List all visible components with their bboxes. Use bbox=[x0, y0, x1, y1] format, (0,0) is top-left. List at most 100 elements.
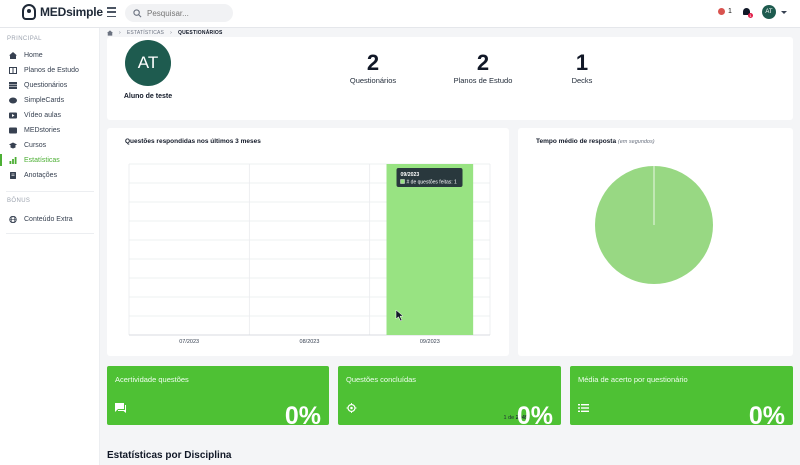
metric-value: 0% bbox=[516, 402, 553, 426]
x-tick-label: 09/2023 bbox=[420, 339, 440, 345]
tooltip-box bbox=[396, 168, 463, 187]
tooltip-text: # de questões feitas: 1 bbox=[407, 180, 458, 186]
logo[interactable]: MEDsimple bbox=[22, 4, 103, 20]
breadcrumb-current: QUESTIONÁRIOS bbox=[177, 30, 223, 36]
pie-chart-card: Tempo médio de resposta (em segundos) bbox=[518, 128, 793, 356]
stat-planos: 2 Planos de Estudo bbox=[443, 50, 523, 86]
sidebar-divider bbox=[6, 233, 94, 234]
metric-title: Acertividade questões bbox=[115, 375, 189, 384]
stat-decks: 1 Decks bbox=[557, 50, 607, 86]
metric-sub-prefix: 1 de bbox=[503, 415, 516, 421]
sidebar-item-label: Conteúdo Extra bbox=[24, 215, 73, 223]
stories-icon bbox=[9, 127, 17, 133]
sidebar-item-home[interactable]: Home bbox=[0, 48, 100, 62]
bar-chart-title: Questões respondidas nos últimos 3 meses bbox=[125, 138, 261, 145]
home-icon bbox=[9, 51, 17, 59]
sidebar-item-simplecards[interactable]: SimpleCards bbox=[0, 93, 100, 107]
pie-chart-title: Tempo médio de resposta (em segundos) bbox=[536, 138, 655, 145]
sidebar-item-label: Estatísticas bbox=[24, 156, 60, 164]
sidebar-item-medstories[interactable]: MEDstories bbox=[0, 123, 100, 137]
sidebar-item-label: SimpleCards bbox=[24, 96, 65, 104]
stat-label: Questionários bbox=[349, 76, 397, 85]
metric-value: 0% bbox=[284, 402, 321, 426]
checklist-icon bbox=[578, 404, 589, 412]
stat-questionarios: 2 Questionários bbox=[338, 50, 408, 86]
sidebar-item-label: Anotações bbox=[24, 171, 58, 179]
notifications-button[interactable]: 1 bbox=[742, 7, 753, 18]
sidebar-item-label: MEDstories bbox=[24, 126, 61, 134]
stat-value: 2 bbox=[366, 50, 380, 75]
metric-card-media-acerto: Média de acerto por questionário 0% bbox=[570, 366, 793, 425]
bar-chart: 07/2023 08/2023 09/2023 09/2023 # de questõe… bbox=[128, 163, 491, 345]
sidebar-item-anotacoes[interactable]: Anotações bbox=[0, 168, 100, 182]
stat-label: Decks bbox=[571, 76, 593, 85]
apples-counter[interactable]: 1 bbox=[718, 8, 732, 15]
breadcrumb-estatisticas[interactable]: ESTATÍSTICAS bbox=[126, 30, 165, 36]
cards-icon bbox=[9, 97, 17, 103]
sidebar-item-label: Questionários bbox=[24, 81, 68, 89]
course-icon bbox=[9, 142, 17, 148]
sidebar-section-bonus: BÔNUS bbox=[7, 198, 31, 204]
pie-chart-title-note: (em segundos) bbox=[617, 139, 655, 145]
sidebar-item-label: Home bbox=[24, 51, 43, 59]
x-tick-label: 07/2023 bbox=[179, 339, 199, 345]
home-icon[interactable] bbox=[107, 30, 113, 36]
chat-icon bbox=[115, 403, 126, 413]
chart-icon bbox=[9, 156, 17, 164]
chevron-right-icon: › bbox=[119, 30, 121, 36]
book-icon bbox=[9, 66, 17, 74]
metric-title: Questões concluídas bbox=[346, 375, 417, 384]
tooltip-swatch bbox=[400, 179, 405, 184]
avatar: AT bbox=[125, 40, 171, 86]
bell-icon bbox=[743, 8, 750, 15]
chart-tooltip: 09/2023 # de questões feitas: 1 bbox=[396, 168, 463, 187]
profile-card: AT Aluno de teste 2 Questionários 2 Plan… bbox=[107, 37, 793, 120]
sidebar-item-cursos[interactable]: Cursos bbox=[0, 138, 100, 152]
metric-card-questoes-concluidas: Questões concluídas 1 de 2049 0% bbox=[338, 366, 561, 425]
stat-value: 1 bbox=[575, 50, 589, 75]
section-heading: Estatísticas por Disciplina bbox=[107, 450, 232, 461]
apple-icon bbox=[718, 8, 725, 15]
apples-count: 1 bbox=[728, 8, 732, 15]
pie-chart-title-text: Tempo médio de resposta bbox=[536, 138, 617, 145]
sidebar-item-label: Planos de Estudo bbox=[24, 66, 79, 74]
chevron-down-icon[interactable] bbox=[781, 11, 787, 14]
sidebar-item-label: Vídeo aulas bbox=[24, 111, 61, 119]
metric-card-acertividade: Acertividade questões 0% bbox=[107, 366, 329, 425]
target-icon bbox=[346, 403, 357, 413]
menu-toggle-icon[interactable] bbox=[107, 7, 116, 17]
metric-sub: 1 de 2049 bbox=[504, 415, 528, 421]
sidebar-divider bbox=[6, 191, 94, 192]
profile-name: Aluno de teste bbox=[123, 93, 173, 100]
sidebar-item-video-aulas[interactable]: Vídeo aulas bbox=[0, 108, 100, 122]
chevron-right-icon: › bbox=[170, 30, 172, 36]
globe-icon bbox=[9, 215, 17, 223]
search-input[interactable] bbox=[147, 8, 225, 18]
stat-label: Planos de Estudo bbox=[453, 76, 513, 85]
sidebar: PRINCIPAL Home Planos de Estudo Question… bbox=[0, 28, 100, 465]
logo-icon bbox=[22, 4, 36, 20]
breadcrumb: › ESTATÍSTICAS › QUESTIONÁRIOS bbox=[107, 30, 223, 36]
stat-value: 2 bbox=[476, 50, 490, 75]
metric-title: Média de acerto por questionário bbox=[578, 375, 688, 384]
metric-value: 0% bbox=[748, 402, 785, 426]
search-box[interactable] bbox=[125, 4, 233, 22]
pie-chart bbox=[595, 166, 713, 284]
metric-sub-total: 2049 bbox=[515, 415, 528, 421]
video-icon bbox=[9, 112, 17, 118]
top-bar: MEDsimple 1 1 AT bbox=[0, 0, 800, 28]
brand-name: MEDsimple bbox=[40, 5, 103, 19]
chart-bar bbox=[386, 164, 474, 335]
x-tick-label: 08/2023 bbox=[300, 339, 320, 345]
sidebar-item-conteudo-extra[interactable]: Conteúdo Extra bbox=[0, 212, 100, 226]
user-avatar[interactable]: AT bbox=[762, 5, 776, 19]
cursor-icon bbox=[395, 309, 404, 322]
sidebar-item-questionarios[interactable]: Questionários bbox=[0, 78, 100, 92]
sidebar-item-label: Cursos bbox=[24, 141, 47, 149]
sidebar-section-principal: PRINCIPAL bbox=[7, 36, 42, 42]
list-icon bbox=[9, 81, 17, 89]
search-icon bbox=[133, 8, 142, 17]
sidebar-item-estatisticas[interactable]: Estatísticas bbox=[0, 153, 100, 167]
sidebar-item-planos[interactable]: Planos de Estudo bbox=[0, 63, 100, 77]
bar-chart-card: Questões respondidas nos últimos 3 meses… bbox=[107, 128, 509, 356]
